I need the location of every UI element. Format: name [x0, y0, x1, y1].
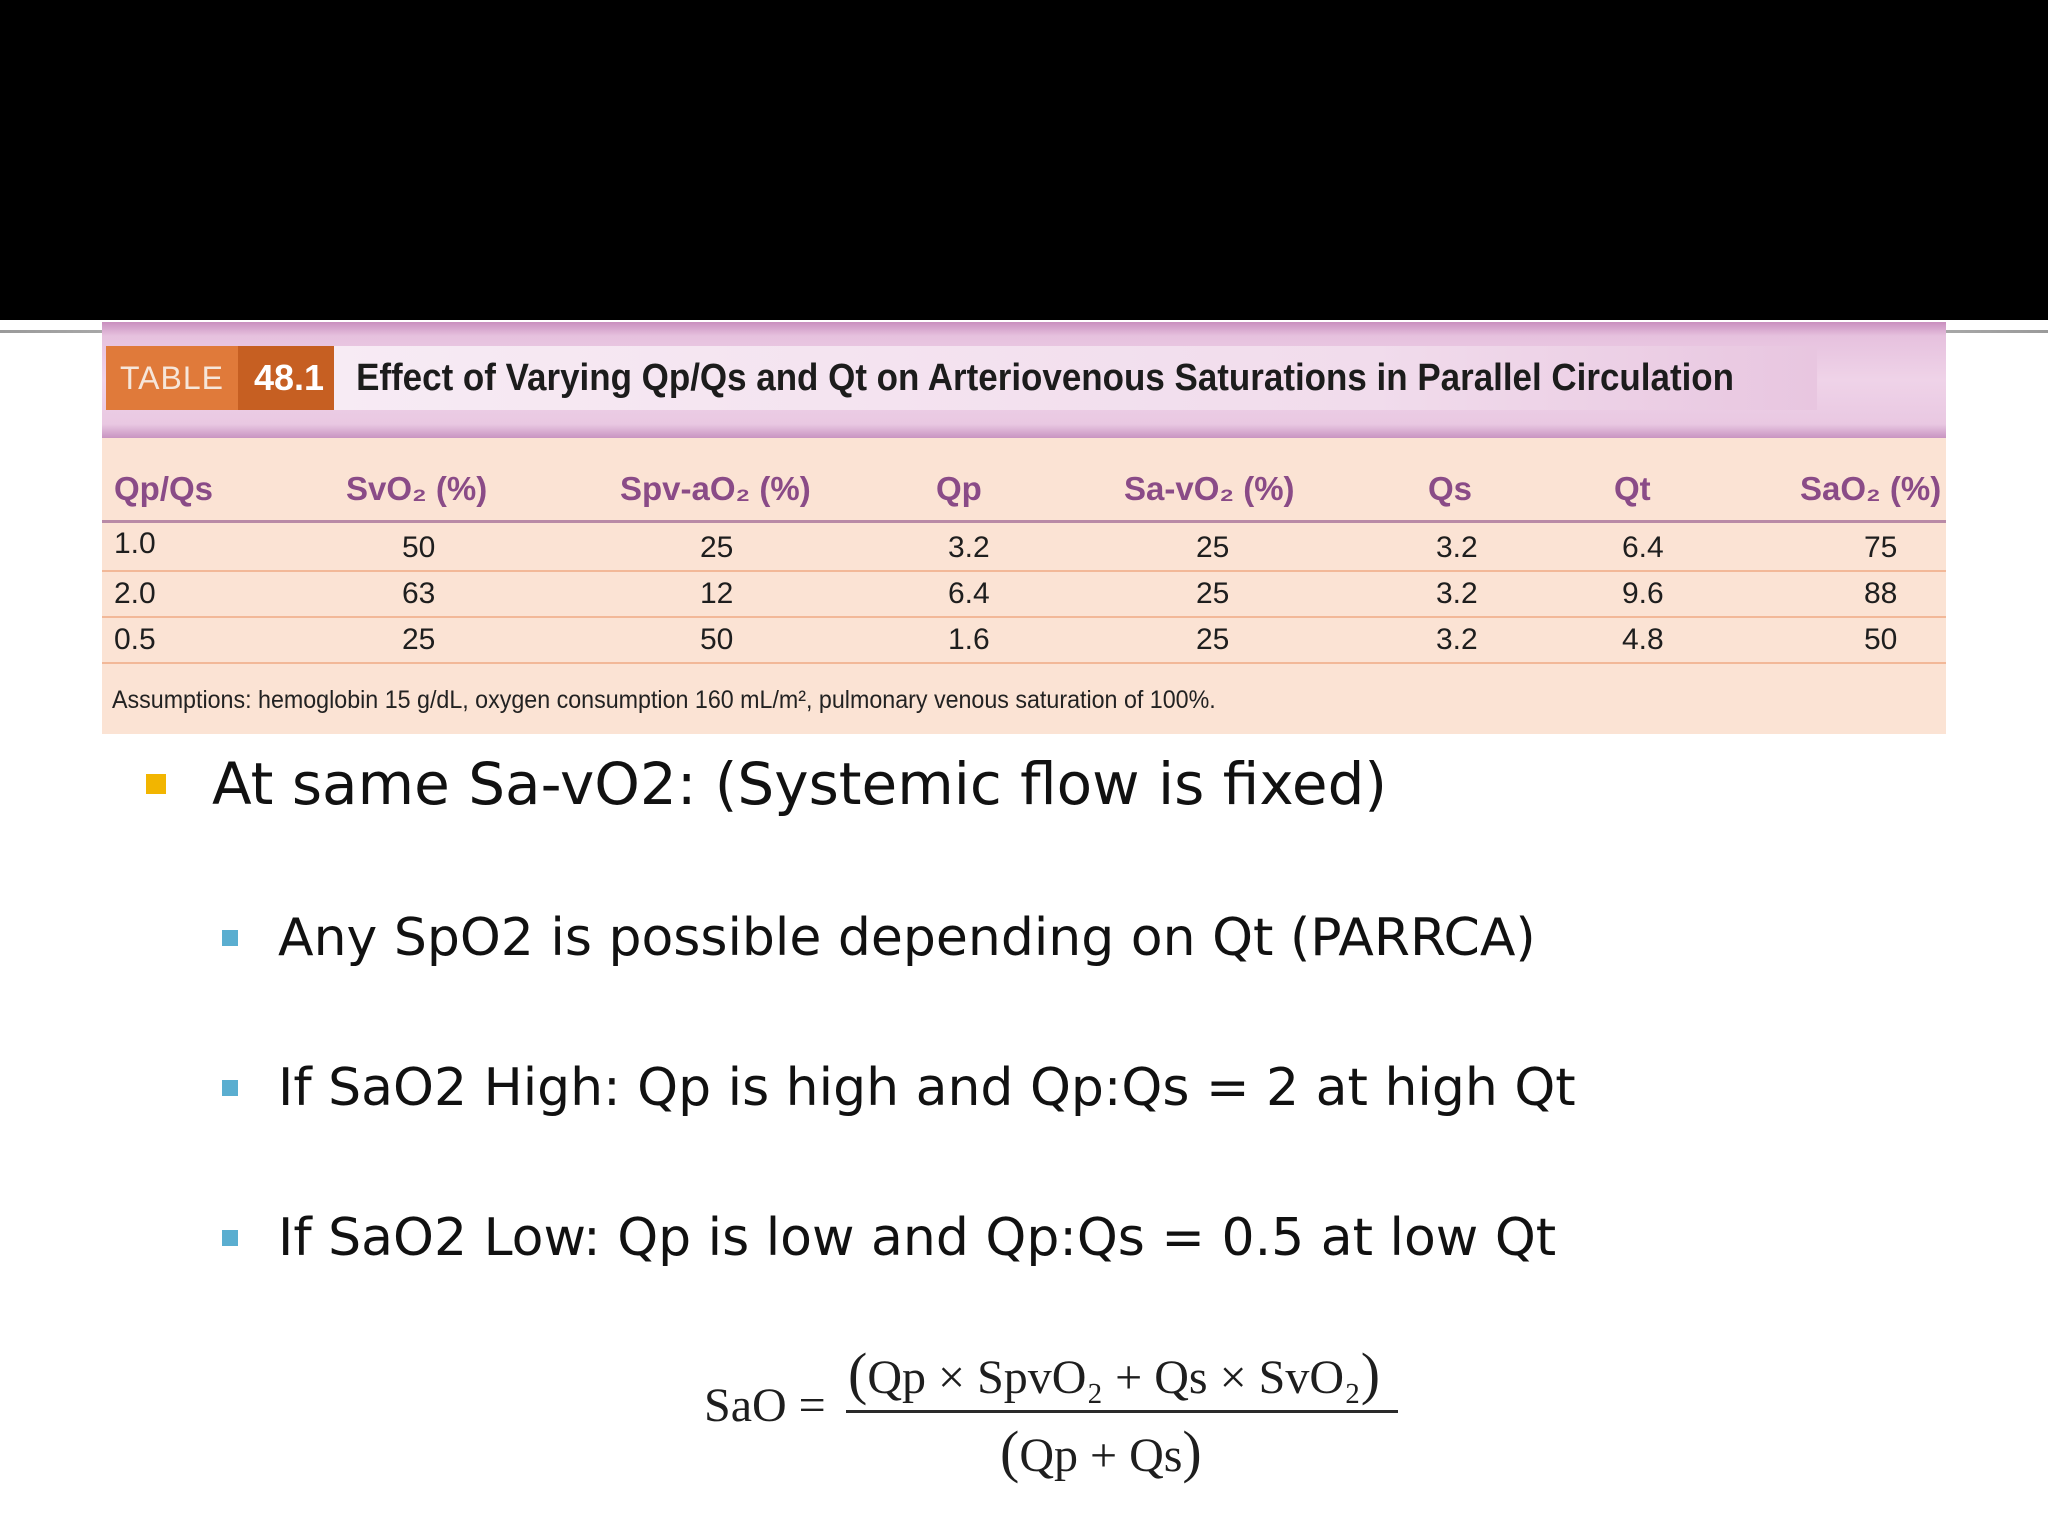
table-cell: 3.2 — [1436, 531, 1478, 564]
table-cell: 25 — [402, 623, 436, 656]
bullet-sub: If SaO2 High: Qp is high and Qp:Qs = 2 a… — [222, 1048, 1576, 1128]
formula-denominator-text: Qp + Qs — [1019, 1429, 1183, 1482]
table-cell: 63 — [402, 577, 436, 610]
table-cell: 2.0 — [114, 577, 156, 610]
title-band — [0, 0, 2048, 320]
column-header: Qs — [1428, 470, 1473, 507]
column-header: SvO₂ (%) — [346, 470, 488, 507]
column-header: Qp/Qs — [114, 470, 214, 507]
data-table: TABLE 48.1 Effect of Varying Qp/Qs and Q… — [102, 322, 1946, 734]
table-tag: TABLE 48.1 — [106, 346, 345, 410]
table-cell: 3.2 — [948, 531, 990, 564]
column-header: Spv-aO₂ (%) — [620, 470, 811, 507]
table-cell: 12 — [700, 577, 734, 610]
table-cell: 50 — [700, 623, 734, 656]
bullet-sub: Any SpO2 is possible depending on Qt (PA… — [222, 898, 1536, 978]
table-row: 2.0 63 12 6.4 25 3.2 9.6 88 — [102, 572, 1946, 618]
table-cell: 25 — [1196, 623, 1230, 656]
bullet-marker — [222, 1230, 238, 1246]
table-tag-label: TABLE — [106, 346, 238, 410]
bullet-sub-text: If SaO2 High: Qp is high and Qp:Qs = 2 a… — [278, 1058, 1576, 1118]
bullet-marker — [222, 1080, 238, 1096]
table-cell: 25 — [700, 531, 734, 564]
formula-numerator-text: Qp × SpvO₂ + Qs × SvO₂ — [867, 1351, 1361, 1404]
bullet-sub-text: Any SpO2 is possible depending on Qt (PA… — [278, 908, 1536, 968]
table-title: Effect of Varying Qp/Qs and Qt on Arteri… — [334, 346, 1818, 410]
column-header: Sa-vO₂ (%) — [1124, 470, 1295, 507]
sao2-formula: SaO = (Qp × SpvO₂ + Qs × SvO₂) (Qp + Qs) — [700, 1340, 1420, 1500]
table-cell: 75 — [1864, 531, 1898, 564]
formula-numerator: (Qp × SpvO₂ + Qs × SvO₂) — [848, 1341, 1381, 1406]
bullet-main: At same Sa-vO2: (Systemic flow is fixed) — [146, 740, 1387, 828]
table-footnote: Assumptions: hemoglobin 15 g/dL, oxygen … — [112, 686, 1216, 714]
bullet-main-text: At same Sa-vO2: (Systemic flow is fixed) — [212, 750, 1388, 818]
table-column-headers: Qp/Qs SvO₂ (%) Spv-aO₂ (%) Qp Sa-vO₂ (%)… — [102, 458, 1946, 523]
table-tag-number: 48.1 — [238, 346, 345, 410]
table-cell: 6.4 — [1622, 531, 1664, 564]
table-cell: 6.4 — [948, 577, 990, 610]
table-cell: 3.2 — [1436, 577, 1478, 610]
table-cell: 25 — [1196, 577, 1230, 610]
table-row: 0.5 25 50 1.6 25 3.2 4.8 50 — [102, 618, 1946, 664]
formula-lhs: SaO = — [704, 1379, 826, 1432]
table-cell: 88 — [1864, 577, 1898, 610]
table-cell: 50 — [1864, 623, 1898, 656]
table-cell: 0.5 — [114, 623, 156, 656]
table-cell: 9.6 — [1622, 577, 1664, 610]
table-cell: 25 — [1196, 531, 1230, 564]
bullet-marker — [146, 774, 166, 794]
table-cell: 3.2 — [1436, 623, 1478, 656]
bullet-sub: If SaO2 Low: Qp is low and Qp:Qs = 0.5 a… — [222, 1198, 1556, 1278]
table-header: TABLE 48.1 Effect of Varying Qp/Qs and Q… — [102, 322, 1946, 438]
column-header: Qp — [936, 470, 982, 507]
table-cell: 1.0 — [114, 527, 156, 560]
table-cell: 1.6 — [948, 623, 990, 656]
column-header: SaO₂ (%) — [1800, 470, 1942, 507]
bullet-sub-text: If SaO2 Low: Qp is low and Qp:Qs = 0.5 a… — [278, 1208, 1557, 1268]
table-cell: 50 — [402, 531, 436, 564]
bullet-marker — [222, 930, 238, 946]
formula-denominator: (Qp + Qs) — [1000, 1419, 1202, 1484]
table-row: 1.0 50 25 3.2 25 3.2 6.4 75 — [102, 526, 1946, 572]
column-header: Qt — [1614, 470, 1651, 507]
fraction-bar — [846, 1410, 1398, 1413]
table-cell: 4.8 — [1622, 623, 1664, 656]
